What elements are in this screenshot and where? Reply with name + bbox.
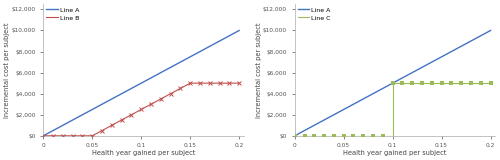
Legend: Line A, Line C: Line A, Line C [296,6,332,22]
Line C [390,82,396,84]
Y-axis label: Incremental cost per subject: Incremental cost per subject [4,22,10,118]
Line B [90,135,96,137]
Legend: Line A, Line B: Line A, Line B [45,6,80,22]
Line B [187,82,193,84]
X-axis label: Health year gained per subject: Health year gained per subject [344,150,447,156]
Y-axis label: Incremental cost per subject: Incremental cost per subject [256,22,262,118]
Line: Line B: Line B [44,83,239,136]
X-axis label: Health year gained per subject: Health year gained per subject [92,150,196,156]
Line B [236,82,242,84]
Line C [488,82,494,84]
Line B [40,135,46,137]
